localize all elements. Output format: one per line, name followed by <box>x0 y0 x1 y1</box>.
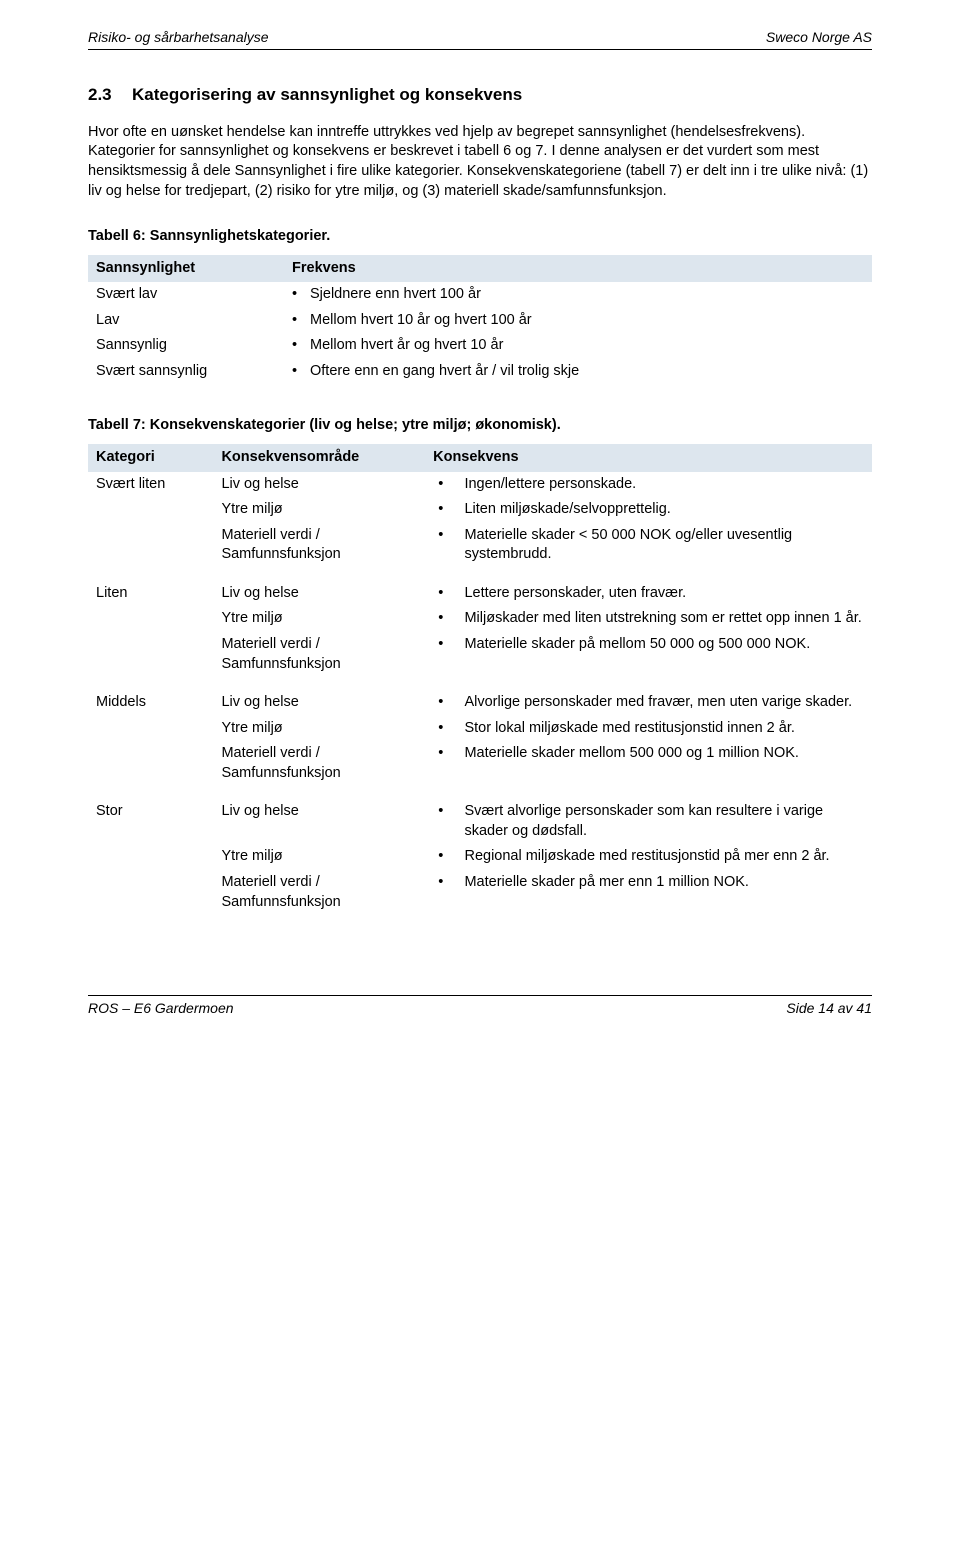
table-row: Svært sannsynligOftere enn en gang hvert… <box>88 359 872 385</box>
t7-cell-konsekvens: Lettere personskader, uten fravær. <box>456 568 872 607</box>
table6-caption: Tabell 6: Sannsynlighetskategorier. <box>88 227 872 247</box>
t7-cell-kategori <box>88 632 213 677</box>
bullet-icon: • <box>425 497 456 523</box>
t7-cell-omrade: Materiell verdi / Samfunnsfunksjon <box>213 632 425 677</box>
t7-cell-konsekvens: Alvorlige personskader med fravær, men u… <box>456 677 872 716</box>
t7-cell-konsekvens: Materielle skader på mer enn 1 million N… <box>456 870 872 915</box>
header-left: Risiko- og sårbarhetsanalyse <box>88 28 269 47</box>
t7-cell-konsekvens: Svært alvorlige personskader som kan res… <box>456 786 872 844</box>
table-row: Materiell verdi / Samfunnsfunksjon•Mater… <box>88 632 872 677</box>
bullet-icon: • <box>425 844 456 870</box>
section-number: 2.3 <box>88 84 132 107</box>
t7-cell-omrade: Materiell verdi / Samfunnsfunksjon <box>213 523 425 568</box>
t6-head-1: Frekvens <box>284 255 872 283</box>
bullet-icon: • <box>425 523 456 568</box>
bullet-icon: • <box>425 677 456 716</box>
body-paragraph: Hvor ofte en uønsket hendelse kan inntre… <box>88 123 872 201</box>
table-row: Ytre miljø•Stor lokal miljøskade med res… <box>88 716 872 742</box>
t7-cell-kategori <box>88 606 213 632</box>
t7-cell-omrade: Liv og helse <box>213 677 425 716</box>
t7-cell-kategori <box>88 523 213 568</box>
t7-cell-kategori: Liten <box>88 568 213 607</box>
t7-cell-konsekvens: Liten miljøskade/selvopprettelig. <box>456 497 872 523</box>
page-footer: ROS – E6 Gardermoen Side 14 av 41 <box>88 995 872 1018</box>
t7-cell-konsekvens: Ingen/lettere personskade. <box>456 472 872 498</box>
table-row: Materiell verdi / Samfunnsfunksjon•Mater… <box>88 741 872 786</box>
table-row: MiddelsLiv og helse•Alvorlige personskad… <box>88 677 872 716</box>
table-row: Ytre miljø•Liten miljøskade/selvopprette… <box>88 497 872 523</box>
bullet-icon: • <box>425 472 456 498</box>
t7-cell-omrade: Ytre miljø <box>213 606 425 632</box>
t7-head-0: Kategori <box>88 444 213 472</box>
t6-cell-value: Mellom hvert 10 år og hvert 100 år <box>284 308 872 334</box>
table7-caption: Tabell 7: Konsekvenskategorier (liv og h… <box>88 416 872 436</box>
t6-cell-label: Lav <box>88 308 284 334</box>
t7-cell-omrade: Liv og helse <box>213 786 425 844</box>
table-row: StorLiv og helse•Svært alvorlige persons… <box>88 786 872 844</box>
t6-head-0: Sannsynlighet <box>88 255 284 283</box>
t7-cell-kategori: Svært liten <box>88 472 213 498</box>
bullet-icon: • <box>425 568 456 607</box>
t7-cell-kategori <box>88 741 213 786</box>
footer-left: ROS – E6 Gardermoen <box>88 999 234 1018</box>
t6-cell-label: Svært sannsynlig <box>88 359 284 385</box>
table-row: Ytre miljø•Regional miljøskade med resti… <box>88 844 872 870</box>
table-row: Ytre miljø•Miljøskader med liten utstrek… <box>88 606 872 632</box>
t7-cell-konsekvens: Stor lokal miljøskade med restitusjonsti… <box>456 716 872 742</box>
t7-cell-kategori <box>88 497 213 523</box>
t7-cell-kategori <box>88 716 213 742</box>
t6-cell-value: Mellom hvert år og hvert 10 år <box>284 333 872 359</box>
table-row: SannsynligMellom hvert år og hvert 10 år <box>88 333 872 359</box>
t7-cell-omrade: Materiell verdi / Samfunnsfunksjon <box>213 870 425 915</box>
t7-cell-omrade: Ytre miljø <box>213 716 425 742</box>
t7-cell-konsekvens: Materielle skader < 50 000 NOK og/eller … <box>456 523 872 568</box>
section-heading: 2.3Kategorisering av sannsynlighet og ko… <box>88 84 872 107</box>
t7-cell-konsekvens: Materielle skader mellom 500 000 og 1 mi… <box>456 741 872 786</box>
t7-cell-omrade: Materiell verdi / Samfunnsfunksjon <box>213 741 425 786</box>
section-title: Kategorisering av sannsynlighet og konse… <box>132 85 522 104</box>
bullet-icon: • <box>425 606 456 632</box>
table-row: Svært lavSjeldnere enn hvert 100 år <box>88 282 872 308</box>
bullet-icon: • <box>425 632 456 677</box>
bullet-icon: • <box>425 786 456 844</box>
header-right: Sweco Norge AS <box>766 28 872 47</box>
t6-cell-value: Oftere enn en gang hvert år / vil trolig… <box>284 359 872 385</box>
t6-cell-label: Svært lav <box>88 282 284 308</box>
table-row: LavMellom hvert 10 år og hvert 100 år <box>88 308 872 334</box>
t7-cell-konsekvens: Miljøskader med liten utstrekning som er… <box>456 606 872 632</box>
table-row: Materiell verdi / Samfunnsfunksjon•Mater… <box>88 870 872 915</box>
footer-right: Side 14 av 41 <box>786 999 872 1018</box>
table-sannsynlighet: Sannsynlighet Frekvens Svært lavSjeldner… <box>88 255 872 385</box>
t7-cell-omrade: Ytre miljø <box>213 497 425 523</box>
t7-cell-konsekvens: Regional miljøskade med restitusjonstid … <box>456 844 872 870</box>
t7-cell-omrade: Liv og helse <box>213 568 425 607</box>
bullet-icon: • <box>425 870 456 915</box>
table-row: Svært litenLiv og helse•Ingen/lettere pe… <box>88 472 872 498</box>
t7-cell-kategori: Stor <box>88 786 213 844</box>
t7-head-1: Konsekvensområde <box>213 444 425 472</box>
table-konsekvens: Kategori Konsekvensområde Konsekvens Svæ… <box>88 444 872 915</box>
bullet-icon: • <box>425 741 456 786</box>
t7-head-2: Konsekvens <box>425 444 872 472</box>
table-row: Materiell verdi / Samfunnsfunksjon•Mater… <box>88 523 872 568</box>
bullet-icon: • <box>425 716 456 742</box>
t7-cell-kategori <box>88 844 213 870</box>
t7-cell-omrade: Ytre miljø <box>213 844 425 870</box>
table-row: LitenLiv og helse•Lettere personskader, … <box>88 568 872 607</box>
page-header: Risiko- og sårbarhetsanalyse Sweco Norge… <box>88 28 872 50</box>
t7-cell-omrade: Liv og helse <box>213 472 425 498</box>
t6-cell-value: Sjeldnere enn hvert 100 år <box>284 282 872 308</box>
t7-cell-kategori <box>88 870 213 915</box>
t6-cell-label: Sannsynlig <box>88 333 284 359</box>
t7-cell-kategori: Middels <box>88 677 213 716</box>
t7-cell-konsekvens: Materielle skader på mellom 50 000 og 50… <box>456 632 872 677</box>
